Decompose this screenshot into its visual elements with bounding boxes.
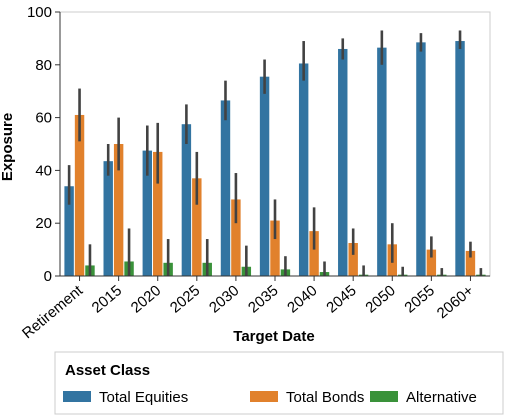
bar bbox=[103, 161, 113, 276]
x-tick-label: 2045 bbox=[323, 282, 359, 316]
x-axis-title: Target Date bbox=[233, 328, 314, 345]
legend-entry-label: Total Bonds bbox=[286, 389, 364, 406]
y-tick-label: 40 bbox=[35, 162, 52, 179]
legend-entry-label: Alternative bbox=[406, 389, 477, 406]
y-axis-title: Exposure bbox=[0, 113, 16, 181]
bar bbox=[181, 124, 192, 276]
bar bbox=[426, 249, 437, 276]
bar bbox=[416, 42, 426, 276]
bar bbox=[338, 48, 348, 277]
x-tick-label: Retirement bbox=[19, 282, 87, 343]
bar bbox=[298, 63, 309, 277]
x-tick-label: 2040 bbox=[284, 282, 320, 316]
y-tick-label: 20 bbox=[35, 215, 52, 232]
legend-swatch bbox=[250, 391, 278, 402]
bar bbox=[465, 250, 476, 276]
plot-area bbox=[59, 11, 491, 277]
x-tick-label: 2050 bbox=[362, 282, 398, 316]
bar bbox=[74, 114, 85, 277]
bar bbox=[348, 243, 358, 276]
y-tick-label: 0 bbox=[44, 268, 52, 285]
bar bbox=[455, 41, 465, 276]
bar bbox=[113, 144, 124, 276]
x-tick-label: 2015 bbox=[89, 282, 125, 316]
legend-swatch bbox=[370, 391, 398, 402]
y-tick-label: 60 bbox=[35, 110, 52, 127]
legend-title: Asset Class bbox=[65, 362, 150, 379]
legend-entry-label: Total Equities bbox=[99, 389, 188, 406]
bar bbox=[259, 76, 270, 277]
x-tick-label: 2060+ bbox=[434, 282, 477, 322]
bar bbox=[153, 151, 163, 276]
y-tick-label: 100 bbox=[27, 4, 52, 21]
y-axis: 0 20 40 60 80 100 bbox=[27, 4, 61, 285]
x-tick-label: 2020 bbox=[128, 282, 164, 316]
legend-frame bbox=[54, 351, 504, 415]
y-tick-label: 80 bbox=[35, 57, 52, 74]
bar bbox=[220, 100, 231, 276]
bar bbox=[142, 150, 153, 276]
x-tick-label: 2025 bbox=[167, 282, 203, 316]
bar bbox=[192, 178, 202, 276]
legend-swatch bbox=[63, 391, 91, 402]
x-tick-label: 2035 bbox=[245, 282, 281, 316]
x-tick-label: 2055 bbox=[401, 282, 437, 316]
bar bbox=[64, 186, 74, 276]
x-tick-label: 2030 bbox=[206, 282, 242, 316]
bar bbox=[270, 220, 280, 276]
bar bbox=[377, 47, 387, 276]
bar bbox=[231, 199, 241, 276]
bar bbox=[309, 231, 319, 276]
legend: Asset Class Total Equities Total Bonds Alt… bbox=[54, 351, 504, 415]
